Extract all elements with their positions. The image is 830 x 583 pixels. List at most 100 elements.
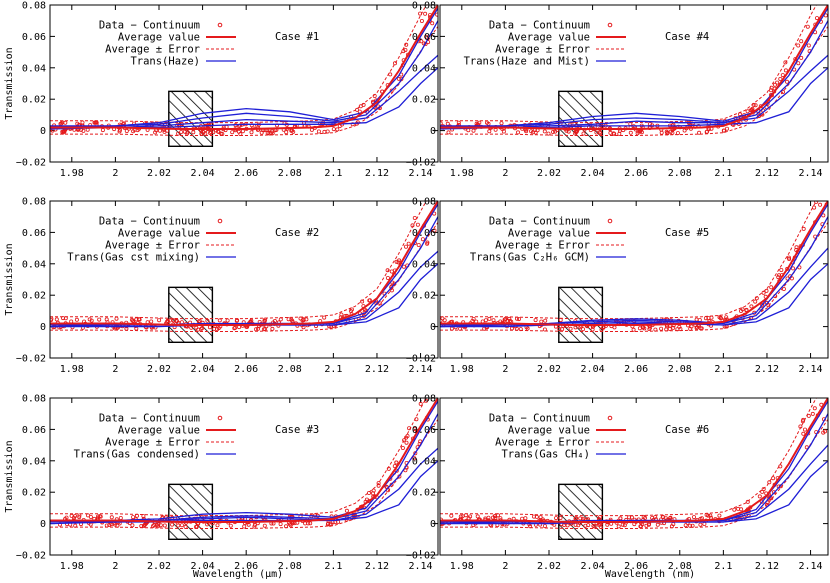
data-point (424, 34, 429, 39)
data-point (360, 299, 365, 304)
data-point (230, 130, 235, 135)
data-point (635, 131, 640, 136)
x-tick-label: 2.08 (668, 561, 692, 572)
data-point (434, 188, 437, 191)
data-point (709, 315, 714, 320)
data-point (659, 130, 664, 135)
x-tick-label: 2.14 (409, 364, 433, 375)
x-tick-label: 2 (502, 364, 508, 375)
data-point (403, 48, 408, 53)
x-tick-label: 2.08 (278, 561, 302, 572)
data-point (396, 76, 401, 81)
data-point (54, 317, 59, 322)
average-line (440, 398, 828, 523)
x-tick-label: 2.14 (409, 168, 433, 179)
data-point (821, 430, 826, 435)
data-point (776, 275, 781, 280)
data-point (641, 514, 646, 519)
data-point (542, 129, 547, 134)
x-tick-label: 2.08 (668, 168, 692, 179)
data-point (812, 406, 817, 411)
legend-label: Average ± Error (105, 44, 200, 56)
data-point (157, 128, 162, 133)
y-axis-label: Transmission (4, 243, 15, 315)
x-tick-label: 1.98 (450, 561, 474, 572)
data-point (757, 494, 762, 499)
legend-marker (217, 218, 223, 224)
data-point (100, 128, 105, 133)
data-point (364, 497, 369, 502)
data-point (249, 130, 254, 135)
y-tick-label: 0.04 (22, 259, 46, 270)
data-point (787, 256, 792, 261)
error-upper-line (440, 5, 817, 124)
data-point (430, 21, 435, 26)
chart-panel: 0.08 0.06 0.04 0.02 0 −0.02 1.98 2 2.02 2.04 2.06 2… (406, 1, 829, 179)
data-point (769, 88, 774, 93)
data-point (501, 129, 506, 134)
data-point (442, 318, 447, 323)
data-point (483, 318, 488, 323)
x-tick-label: 2.04 (581, 364, 605, 375)
data-point (805, 24, 810, 29)
data-point (316, 129, 321, 134)
data-point (597, 130, 602, 135)
y-tick-label: 0.04 (22, 456, 46, 467)
data-point (775, 80, 780, 85)
data-point (796, 43, 801, 48)
x-tick-label: 2.04 (191, 364, 215, 375)
data-point (814, 201, 819, 204)
axes-frame (439, 200, 829, 359)
data-point (796, 61, 801, 66)
data-point (791, 266, 796, 271)
data-point (60, 129, 65, 134)
average-line (50, 398, 438, 523)
data-point (384, 484, 389, 489)
data-point (89, 318, 94, 323)
data-point (516, 130, 521, 135)
data-point (418, 401, 423, 406)
model-series-line (50, 400, 438, 522)
data-point (639, 524, 644, 529)
data-point (682, 128, 687, 133)
average-line (440, 201, 828, 326)
data-point (428, 190, 431, 193)
y-axis-label: Transmission (4, 47, 15, 119)
data-point (246, 522, 251, 527)
data-point (655, 522, 660, 527)
data-point (767, 480, 772, 485)
data-point (385, 275, 390, 280)
average-line (440, 5, 828, 130)
data-point (760, 302, 765, 307)
data-point (647, 326, 652, 331)
data-point (769, 285, 774, 290)
data-point (403, 244, 408, 249)
data-point (322, 315, 327, 320)
case-label: Case #3 (275, 424, 319, 436)
data-point (771, 476, 776, 481)
data-point (558, 516, 563, 521)
data-point (527, 522, 532, 527)
data-point (199, 326, 204, 331)
y-tick-label: 0 (40, 322, 46, 333)
data-point (436, 181, 439, 184)
y-tick-label: −0.02 (16, 551, 46, 562)
legend-marker (217, 22, 223, 28)
legend-label: Average value (118, 228, 200, 240)
chart-panel: Transmission 0.08 0.06 0.04 0.02 0 −0.02 1.98 2 2… (4, 181, 439, 375)
data-point (262, 523, 267, 528)
data-point (491, 318, 496, 323)
x-tick-label: 2.14 (799, 168, 823, 179)
data-point (130, 523, 135, 528)
data-point (136, 317, 141, 322)
data-point (628, 130, 633, 135)
legend-marker (607, 415, 613, 421)
legend-label: Average value (508, 32, 590, 44)
y-tick-label: 0.08 (412, 1, 436, 12)
data-point (217, 318, 222, 323)
data-point (416, 242, 421, 247)
model-series-line (440, 216, 828, 326)
data-point (487, 129, 492, 134)
data-point (449, 513, 454, 518)
data-point (612, 131, 617, 136)
